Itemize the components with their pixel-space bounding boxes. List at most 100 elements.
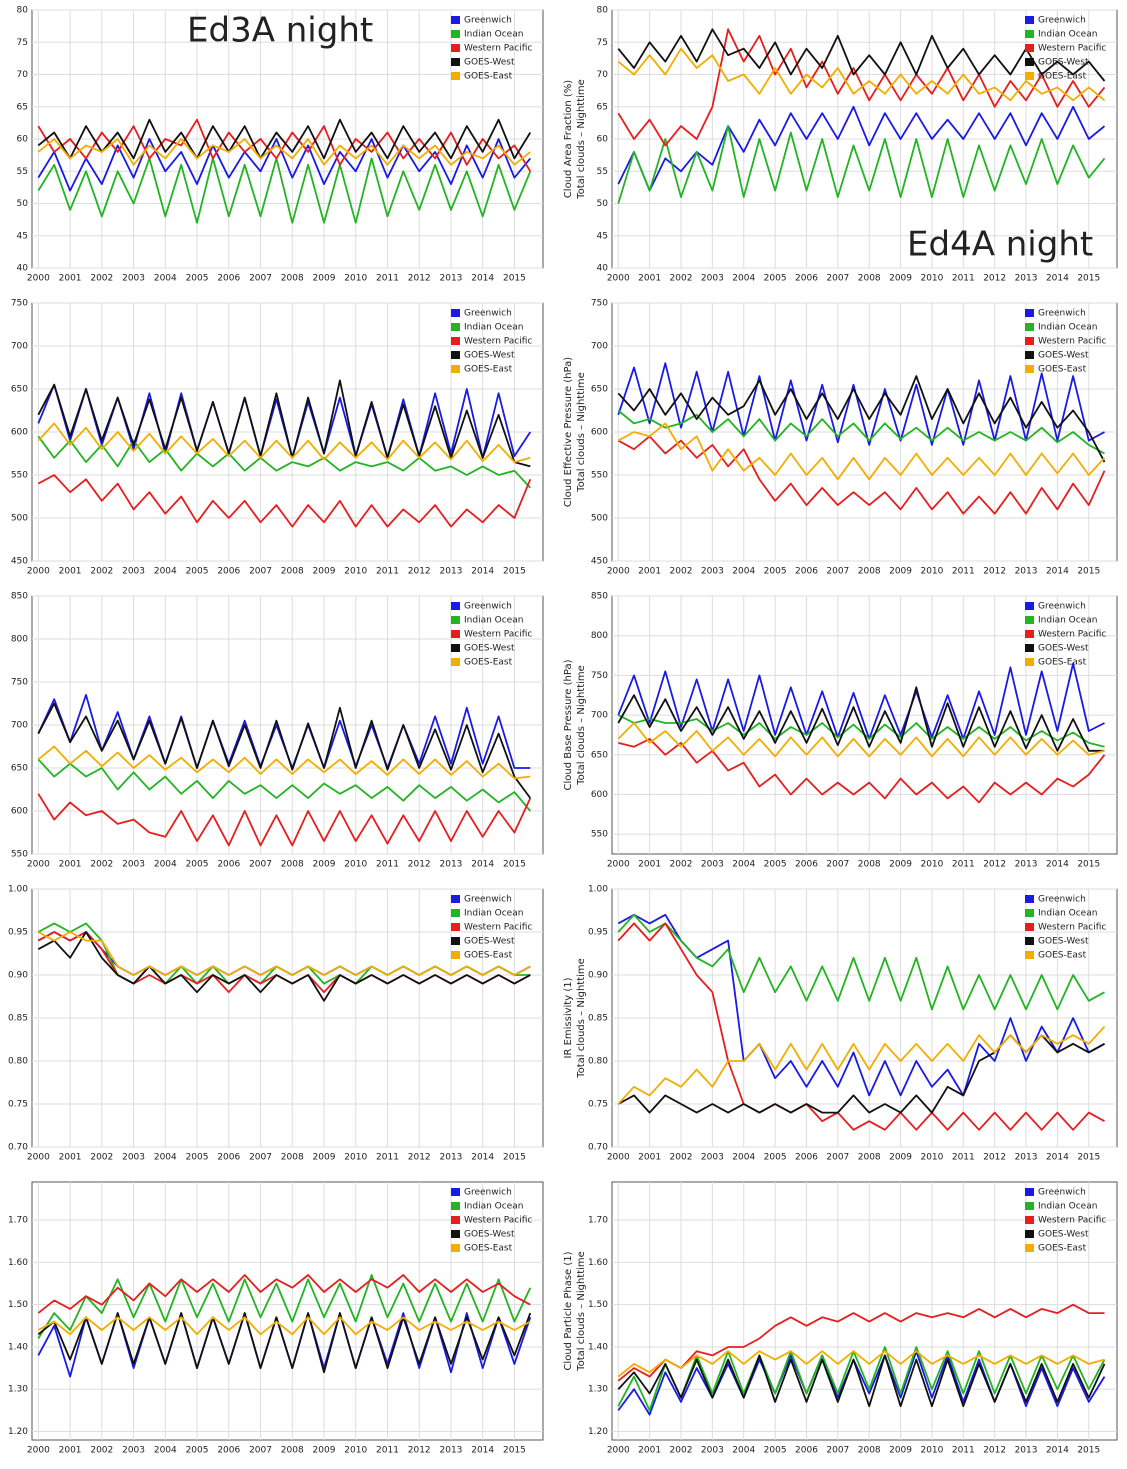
y-tick-label: 550: [591, 830, 608, 840]
x-tick-label: 2013: [440, 1446, 463, 1456]
x-tick-label: 2008: [858, 1446, 881, 1456]
x-tick-label: 2003: [122, 567, 145, 577]
legend-swatch: [451, 44, 460, 52]
chart-panel: 2000 2001 2002 2003 2004 2005 2006 2007 2008 2009…: [563, 885, 1118, 1163]
series-line: [617, 105, 1106, 192]
x-tick-label: 2010: [920, 274, 943, 284]
x-tick-label: 2010: [344, 274, 367, 284]
x-tick-label: 2007: [249, 1446, 272, 1456]
legend-swatch: [451, 937, 460, 945]
legend-label: Greenwich: [464, 309, 512, 319]
series-line: [617, 375, 1106, 463]
series-line: [617, 913, 1105, 1011]
chart-panel: 2000 2001 2002 2003 2004 2005 2006 2007 2008 2009…: [563, 6, 1118, 284]
y-tick-label: 1.30: [8, 1385, 28, 1395]
x-tick-label: 2000: [27, 567, 50, 577]
legend-label: Western Pacific: [1038, 630, 1106, 640]
x-tick-label: 2003: [701, 274, 724, 284]
legend-label: GOES-East: [464, 658, 513, 668]
legend-swatch: [451, 616, 460, 624]
x-tick-label: 2002: [90, 567, 113, 577]
y-tick-label: 0.70: [8, 1143, 28, 1153]
legend-swatch: [1025, 309, 1034, 317]
y-tick-label: 0.95: [588, 928, 608, 938]
y-tick-label: 0.70: [588, 1143, 608, 1153]
x-tick-label: 2003: [122, 1446, 145, 1456]
y-tick-label: 1.70: [588, 1216, 608, 1226]
y-axis-label: Total clouds – Nighttime: [576, 79, 587, 200]
y-axis-label: Total clouds – Nighttime: [576, 665, 587, 786]
series-line: [37, 1316, 531, 1336]
x-tick-label: 2009: [889, 1153, 912, 1163]
x-tick-label: 2001: [638, 274, 661, 284]
x-tick-label: 2005: [186, 567, 209, 577]
legend-swatch: [451, 365, 460, 373]
series-line: [617, 686, 1105, 752]
x-tick-label: 2001: [59, 1446, 82, 1456]
legend-swatch: [1025, 44, 1034, 52]
x-tick-label: 2014: [1046, 274, 1069, 284]
legend-swatch: [451, 72, 460, 80]
y-tick-label: 75: [597, 38, 608, 48]
x-tick-label: 2014: [471, 274, 494, 284]
legend-swatch: [1025, 1244, 1034, 1252]
y-tick-label: 55: [597, 167, 608, 177]
series-line: [617, 362, 1105, 446]
x-tick-label: 2004: [154, 1446, 177, 1456]
x-tick-label: 2011: [952, 1446, 975, 1456]
legend-label: GOES-East: [1038, 72, 1087, 82]
y-tick-label: 55: [17, 167, 28, 177]
legend-swatch: [1025, 72, 1034, 80]
legend-swatch: [1025, 1188, 1034, 1196]
legend-label: GOES-East: [464, 951, 513, 961]
x-tick-label: 2002: [90, 274, 113, 284]
legend-swatch: [451, 602, 460, 610]
legend-swatch: [451, 1244, 460, 1252]
x-tick-label: 2008: [858, 860, 881, 870]
x-tick-label: 2003: [701, 1153, 724, 1163]
x-tick-label: 2004: [732, 1446, 755, 1456]
legend-swatch: [451, 16, 460, 24]
y-tick-label: 1.60: [588, 1258, 608, 1268]
y-axis-label: Cloud Area Fraction (%): [563, 80, 574, 198]
legend-label: GOES-West: [1038, 937, 1089, 947]
series-line: [617, 714, 1105, 748]
x-tick-label: 2006: [795, 1153, 818, 1163]
x-tick-label: 2006: [217, 860, 240, 870]
legend-label: GOES-West: [464, 644, 515, 654]
x-tick-label: 2012: [408, 860, 431, 870]
x-tick-label: 2000: [607, 1446, 630, 1456]
x-tick-label: 2015: [1077, 567, 1100, 577]
series-line: [37, 1312, 532, 1374]
plot-area: [611, 1181, 1118, 1441]
legend-label: GOES-West: [1038, 644, 1089, 654]
x-tick-label: 2005: [764, 1153, 787, 1163]
y-tick-label: 1.50: [8, 1300, 28, 1310]
y-tick-label: 700: [11, 342, 28, 352]
x-tick-label: 2001: [59, 860, 82, 870]
series-line: [617, 125, 1106, 204]
x-tick-label: 2011: [952, 567, 975, 577]
legend-swatch: [1025, 365, 1034, 373]
legend-label: Western Pacific: [1038, 44, 1106, 54]
y-tick-label: 800: [11, 635, 28, 645]
y-tick-label: 0.80: [8, 1057, 28, 1067]
y-axis-label: Cloud Base Pressure (hPa): [563, 659, 574, 790]
x-tick-label: 2007: [249, 860, 272, 870]
x-tick-label: 2007: [249, 274, 272, 284]
x-tick-label: 2013: [440, 1153, 463, 1163]
legend-label: Greenwich: [464, 602, 512, 612]
legend-label: Greenwich: [1038, 16, 1086, 26]
x-tick-label: 2010: [920, 567, 943, 577]
y-tick-label: 750: [591, 671, 608, 681]
x-tick-label: 2011: [376, 1446, 399, 1456]
series-line: [617, 1354, 1106, 1408]
series-line: [617, 1350, 1105, 1378]
x-tick-label: 2012: [983, 567, 1006, 577]
legend-label: Western Pacific: [1038, 1216, 1106, 1226]
annotation: Ed4A night: [907, 225, 1093, 265]
y-tick-label: 850: [591, 592, 608, 602]
y-tick-label: 700: [591, 711, 608, 721]
y-tick-label: 1.70: [8, 1216, 28, 1226]
series-line: [37, 138, 531, 192]
